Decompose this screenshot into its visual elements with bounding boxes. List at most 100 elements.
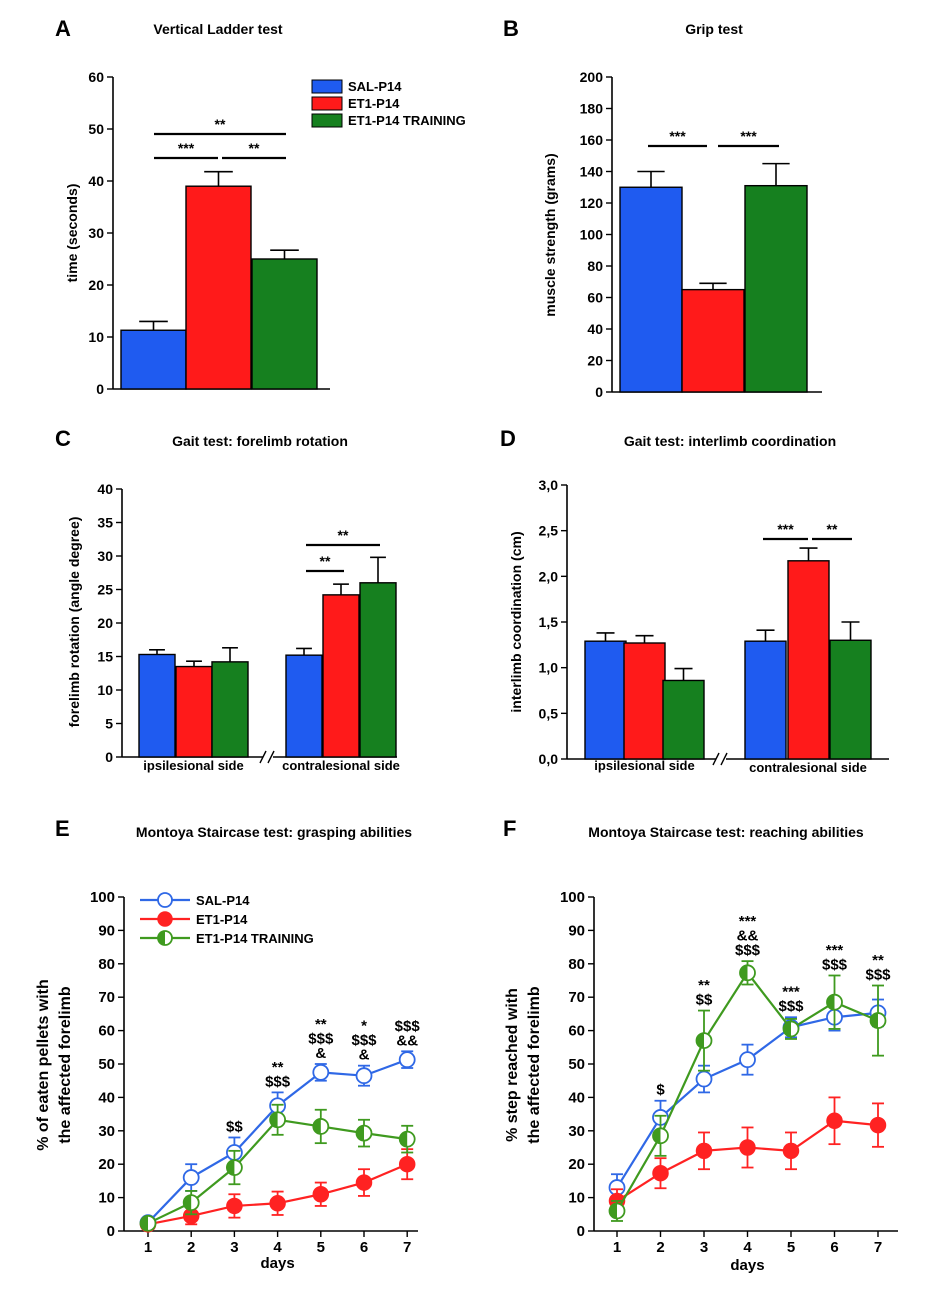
data-point xyxy=(398,1130,416,1148)
x-axis-label: days xyxy=(260,1255,294,1272)
y-tick-label: 10 xyxy=(88,329,104,345)
panel-a: A Vertical Ladder test time (seconds) 0 10 20… xyxy=(55,16,466,397)
annotation-label: $$$ xyxy=(308,1031,334,1048)
annotation-label: *** xyxy=(782,984,800,1001)
y-axis-label: muscle strength (grams) xyxy=(542,153,558,316)
chart-title: Montoya Staircase test: reaching abiliti… xyxy=(588,824,864,840)
y-axis-label: time (seconds) xyxy=(64,184,80,283)
marker-half-fill xyxy=(270,1112,278,1128)
y-tick-label: 100 xyxy=(90,889,115,906)
y-tick-label: 40 xyxy=(97,481,113,497)
chart-title: Gait test: interlimb coordination xyxy=(624,433,836,449)
y-tick-label: 60 xyxy=(568,1023,585,1040)
x-tick-label: 2 xyxy=(187,1239,195,1256)
significance-label: *** xyxy=(777,521,794,537)
annotation-label: ** xyxy=(698,977,710,994)
significance-label: *** xyxy=(178,140,195,156)
legend-label: SAL-P14 xyxy=(196,893,250,908)
y-tick-label: 3,0 xyxy=(539,477,559,493)
marker-half-fill xyxy=(399,1131,408,1147)
x-tick-label: 4 xyxy=(743,1239,752,1256)
y-tick-label: 80 xyxy=(587,258,603,274)
y-tick-label: 100 xyxy=(560,889,585,906)
bar xyxy=(744,184,808,393)
data-point xyxy=(608,1202,626,1220)
panel-label: B xyxy=(503,16,519,41)
annotation-label: *** xyxy=(826,942,844,959)
annotation-label: $$$ xyxy=(395,1018,421,1035)
y-tick-label: 30 xyxy=(88,225,104,241)
bar xyxy=(322,594,360,758)
data-point xyxy=(269,1195,286,1212)
marker-half-fill xyxy=(226,1160,235,1176)
y-tick-label: 40 xyxy=(587,321,603,337)
significance-label: ** xyxy=(320,553,331,569)
series-training xyxy=(139,1103,416,1232)
data-point xyxy=(398,1051,416,1069)
y-tick-label: 30 xyxy=(97,548,113,564)
marker-half-fill xyxy=(870,1013,878,1029)
y-tick-label: 30 xyxy=(98,1123,115,1140)
y-tick-label: 15 xyxy=(97,649,113,665)
y-tick-label: 50 xyxy=(568,1056,585,1073)
marker-half-fill xyxy=(783,1021,791,1037)
bar xyxy=(829,639,872,760)
x-tick-label: 3 xyxy=(700,1239,708,1256)
y-axis-label: the affected forelimb xyxy=(526,986,543,1144)
y-tick-label: 200 xyxy=(580,69,604,85)
data-point xyxy=(355,1174,373,1191)
annotation-label: & xyxy=(315,1045,326,1062)
y-tick-label: 90 xyxy=(568,922,585,939)
legend-swatch xyxy=(311,79,343,94)
y-tick-label: 20 xyxy=(97,615,113,631)
y-tick-label: 60 xyxy=(587,290,603,306)
group-label: contralesional side xyxy=(749,760,867,775)
panel-b: B Grip test muscle strength (grams) 0 20 40 60… xyxy=(503,16,822,400)
data-point xyxy=(312,1063,330,1081)
annotation-label: ** xyxy=(315,1016,327,1033)
data-point xyxy=(157,892,173,908)
annotation-label: *** xyxy=(739,913,757,930)
chart-title: Gait test: forelimb rotation xyxy=(172,433,348,449)
data-point xyxy=(652,1164,669,1182)
data-point xyxy=(269,1111,287,1129)
y-tick-label: 25 xyxy=(97,582,113,598)
bar xyxy=(744,640,787,760)
annotation-label: $$$ xyxy=(778,998,804,1015)
y-tick-label: 2,0 xyxy=(539,568,559,584)
y-tick-label: 0 xyxy=(595,384,603,400)
significance-label: *** xyxy=(740,128,757,144)
series-sal xyxy=(608,998,887,1202)
y-tick-label: 20 xyxy=(98,1156,115,1173)
x-tick-label: 2 xyxy=(656,1239,664,1256)
bar xyxy=(584,640,627,760)
panel-label: D xyxy=(500,426,516,451)
x-tick-label: 3 xyxy=(230,1239,238,1256)
data-point xyxy=(695,1070,713,1088)
data-point xyxy=(312,1186,330,1203)
marker-half-fill xyxy=(140,1215,148,1231)
annotation-label: $$ xyxy=(226,1118,243,1135)
y-tick-label: 40 xyxy=(568,1089,585,1106)
annotation-label: $$$ xyxy=(822,956,848,973)
y-tick-label: 160 xyxy=(580,132,604,148)
annotation-label: $$ xyxy=(696,992,713,1009)
marker-half-fill xyxy=(696,1033,704,1049)
marker-half-fill xyxy=(653,1128,661,1144)
data-point xyxy=(782,1020,800,1038)
group-label: ipsilesional side xyxy=(594,758,694,773)
axis-break-mark xyxy=(720,752,728,766)
data-point xyxy=(157,930,173,946)
series-training xyxy=(608,960,887,1222)
panel-c: C Gait test: forelimb rotation forelimb ro… xyxy=(55,426,400,773)
legend-label: ET1-P14 xyxy=(348,96,400,111)
legend-label: ET1-P14 xyxy=(196,912,248,927)
y-tick-label: 2,5 xyxy=(539,523,559,539)
data-point xyxy=(398,1155,416,1173)
legend-label: ET1-P14 TRAINING xyxy=(348,113,466,128)
y-tick-label: 0 xyxy=(107,1223,115,1240)
data-point xyxy=(782,1142,800,1160)
x-tick-label: 1 xyxy=(144,1239,152,1256)
significance-label: ** xyxy=(338,527,349,543)
